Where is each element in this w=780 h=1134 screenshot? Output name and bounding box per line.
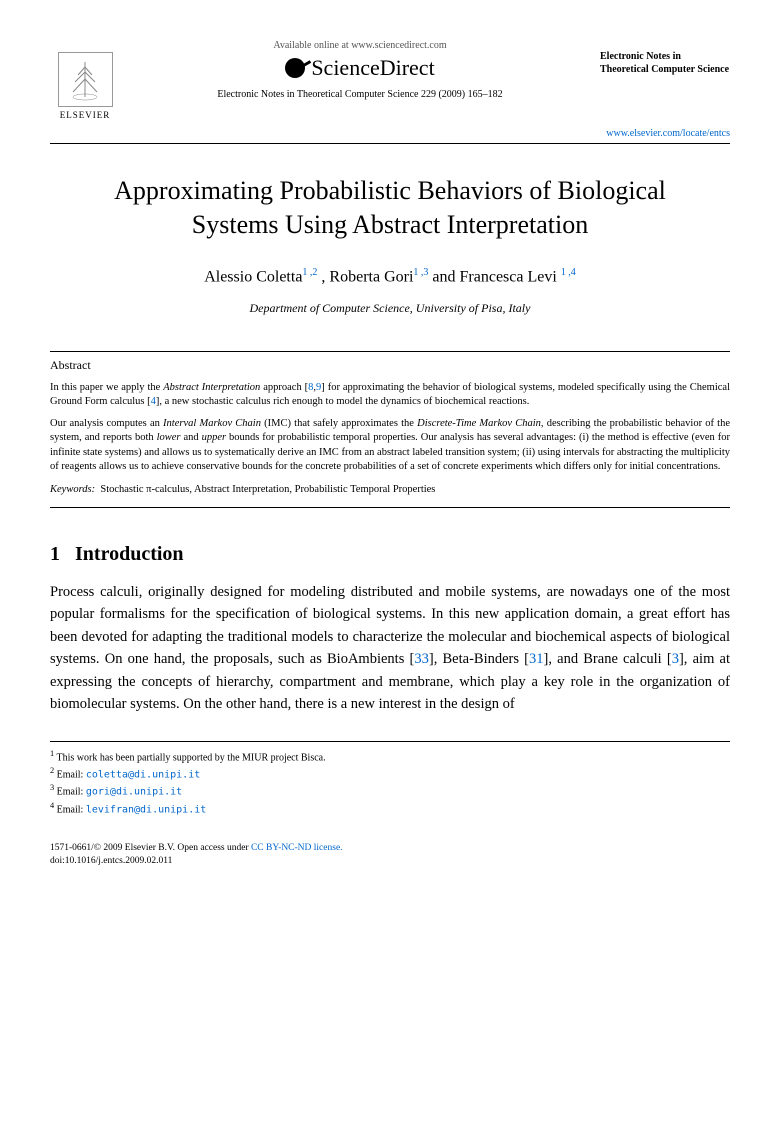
abstract-top-rule [50,351,730,352]
abs-p1-end: ], a new stochastic calculus rich enough… [156,396,530,407]
elsevier-tree-icon [58,52,113,107]
author-3-marks[interactable]: 1 ,4 [561,267,576,278]
sciencedirect-label: ScienceDirect [311,55,434,81]
intro-mid1: ], Beta-Binders [ [429,651,529,667]
header-row: ELSEVIER Available online at www.science… [50,40,730,120]
abs-p2-em4: upper [202,432,227,443]
abs-p2-mid1: (IMC) that safely approximates the [261,418,417,429]
abstract-paragraph-2: Our analysis computes an Interval Markov… [50,417,730,474]
footnote-1: 1 This work has been partially supported… [50,748,730,765]
doi-line: doi:10.1016/j.entcs.2009.02.011 [50,855,730,868]
author-1: Alessio Coletta [204,268,302,285]
section-1-number: 1 [50,543,60,565]
license-link[interactable]: CC BY-NC-ND license. [251,843,343,853]
section-1-heading: 1 Introduction [50,543,730,566]
abs-p2-em1: Interval Markov Chain [163,418,261,429]
ref-33[interactable]: 33 [414,651,429,667]
abs-p2-em3: lower [157,432,181,443]
journal-name-box: Electronic Notes in Theoretical Computer… [600,40,730,76]
top-rule [50,143,730,144]
authors-line: Alessio Coletta1 ,2 , Roberta Gori1 ,3 a… [50,267,730,286]
fn4-email[interactable]: levifran@di.unipi.it [86,804,206,815]
open-access-text: Open access under [177,843,251,853]
journal-url-link: www.elsevier.com/locate/entcs [50,128,730,139]
author-2-marks[interactable]: 1 ,3 [413,267,428,278]
sciencedirect-icon [285,58,305,78]
keywords-text: Stochastic π-calculus, Abstract Interpre… [100,484,435,495]
footnote-2: 2 Email: coletta@di.unipi.it [50,765,730,782]
copyright-line: 1571-0661/© 2009 Elsevier B.V. Open acce… [50,842,730,855]
section-1-title: Introduction [75,543,184,565]
available-online-text: Available online at www.sciencedirect.co… [135,40,585,51]
abstract-bottom-rule [50,507,730,508]
keywords-label: Keywords: [50,484,95,495]
author-3: Francesca Levi [460,268,557,285]
abstract-label: Abstract [50,358,730,373]
fn2-label: Email: [57,769,86,780]
fn1-text: This work has been partially supported b… [57,752,326,763]
author-sep-1: , [317,268,329,285]
copyright-pre: 1571-0661/© 2009 Elsevier B.V. [50,843,177,853]
elsevier-logo: ELSEVIER [50,40,120,120]
footnote-4: 4 Email: levifran@di.unipi.it [50,800,730,817]
footnotes: 1 This work has been partially supported… [50,741,730,817]
footer: 1571-0661/© 2009 Elsevier B.V. Open acce… [50,842,730,869]
abstract-paragraph-1: In this paper we apply the Abstract Inte… [50,381,730,409]
sciencedirect-logo: ScienceDirect [135,55,585,81]
abs-p2-pre: Our analysis computes an [50,418,163,429]
abs-p1-em1: Abstract Interpretation [163,382,260,393]
center-header: Available online at www.sciencedirect.co… [120,40,600,100]
citation-line: Electronic Notes in Theoretical Computer… [135,89,585,100]
abs-p2-em2: Discrete-Time Markov Chain [417,418,541,429]
affiliation: Department of Computer Science, Universi… [50,301,730,316]
author-2: Roberta Gori [329,268,413,285]
intro-paragraph: Process calculi, originally designed for… [50,581,730,716]
elsevier-label: ELSEVIER [60,110,111,120]
footnote-3: 3 Email: gori@di.unipi.it [50,782,730,799]
abs-p1-pre: In this paper we apply the [50,382,163,393]
fn2-email[interactable]: coletta@di.unipi.it [86,769,200,780]
abs-p2-mid3: and [181,432,202,443]
abs-p1-mid1: approach [ [260,382,308,393]
intro-mid2: ], and Brane calculi [ [544,651,672,667]
keywords-line: Keywords: Stochastic π-calculus, Abstrac… [50,484,730,495]
fn3-email[interactable]: gori@di.unipi.it [86,787,182,798]
author-1-marks[interactable]: 1 ,2 [302,267,317,278]
fn4-label: Email: [57,804,86,815]
ref-3[interactable]: 3 [672,651,679,667]
paper-title: Approximating Probabilistic Behaviors of… [70,174,710,242]
fn3-label: Email: [57,787,86,798]
ref-31[interactable]: 31 [529,651,544,667]
journal-url[interactable]: www.elsevier.com/locate/entcs [606,128,730,139]
author-and: and [428,268,459,285]
